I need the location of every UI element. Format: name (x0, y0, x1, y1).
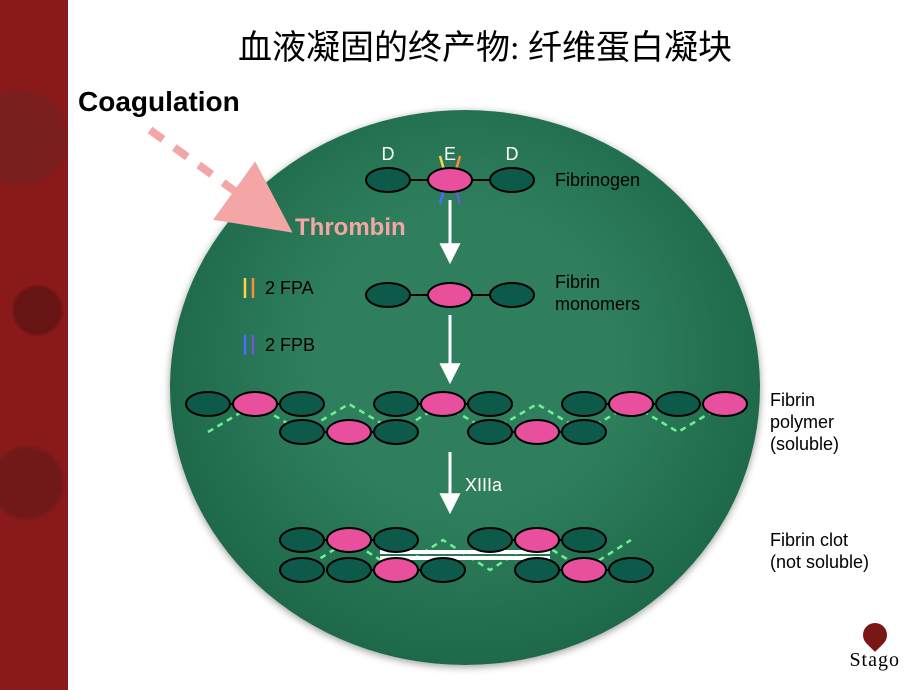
stago-logo: Stago (849, 623, 900, 672)
logo-text: Stago (849, 649, 900, 672)
sidebar-decoration (0, 0, 68, 690)
monomers-label-1: Fibrin (555, 272, 600, 293)
fibrinogen-label: Fibrinogen (555, 170, 640, 191)
clot-label-1: Fibrin clot (770, 530, 848, 551)
polymer-label-3: (soluble) (770, 434, 839, 455)
clot-label-2: (not soluble) (770, 552, 869, 573)
slide-title: 血液凝固的终产物: 纤维蛋白凝块 (90, 20, 880, 69)
thrombin-label: Thrombin (295, 214, 406, 242)
xiiia-label: XIIIa (465, 475, 502, 496)
coagulation-heading: Coagulation (78, 86, 240, 118)
diagram-background-circle (170, 110, 760, 665)
monomers-label-2: monomers (555, 294, 640, 315)
polymer-label-1: Fibrin (770, 390, 815, 411)
polymer-label-2: polymer (770, 412, 834, 433)
fpa-label: 2 FPA (265, 278, 314, 299)
fpb-label: 2 FPB (265, 335, 315, 356)
logo-drop-icon (858, 618, 892, 652)
